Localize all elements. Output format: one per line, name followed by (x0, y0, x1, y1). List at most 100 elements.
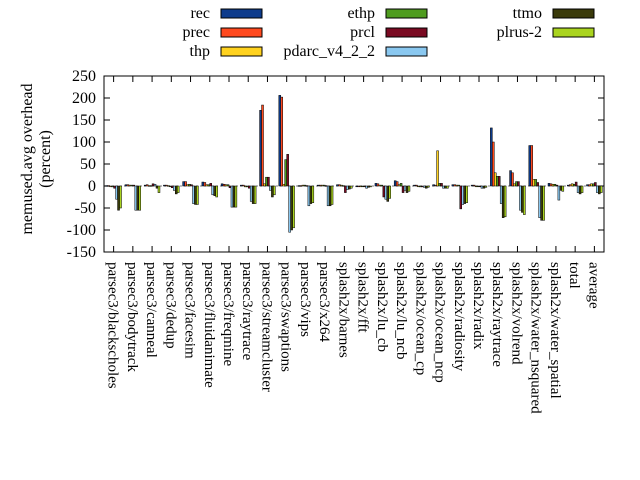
bar-pdarc_v4_2_2 (288, 185, 291, 233)
bar-ttmo (136, 185, 140, 211)
bar-thp (513, 183, 516, 187)
bar-pdarc_v4_2_2 (115, 185, 118, 200)
x-tick-label: splash2x/barnes (335, 262, 351, 358)
y-tick-label: -150 (67, 244, 96, 261)
bar-rec (490, 127, 493, 187)
bar-pdarc_v4_2_2 (519, 185, 522, 211)
bar-series (104, 95, 604, 233)
bar-thp (147, 185, 151, 187)
bar-ttmo (328, 185, 332, 207)
bar-plrus-2 (561, 185, 565, 192)
bar-prec (511, 172, 514, 187)
bar-thp (340, 184, 343, 187)
bar-pdarc_v4_2_2 (403, 185, 407, 191)
bar-prec (165, 184, 168, 187)
bar-ethp (169, 185, 172, 188)
bar-plrus-2 (446, 185, 449, 189)
bar-pdarc_v4_2_2 (211, 185, 214, 196)
bar-pdarc_v4_2_2 (307, 185, 311, 207)
x-axis-ticks: parsec3/blackscholes parsec3/bodytrack par… (105, 76, 601, 414)
bar-pdarc_v4_2_2 (346, 185, 349, 190)
bar-rec (374, 183, 378, 187)
bar-plrus-2 (119, 185, 122, 209)
bar-thp (551, 183, 555, 187)
bar-plrus-2 (157, 185, 161, 193)
bar-ttmo (117, 185, 120, 211)
y-tick-label: 0 (88, 178, 96, 195)
bar-ttmo (425, 185, 428, 189)
bar-ethp (572, 183, 576, 187)
x-tick-label: parsec3/vips (297, 262, 313, 337)
x-tick-label: splash2x/radiosity (451, 262, 467, 372)
bar-prcl (344, 185, 347, 193)
bar-plrus-2 (215, 185, 218, 198)
bar-ethp (496, 176, 499, 187)
bar-ethp (284, 159, 287, 187)
bar-rec (413, 184, 416, 187)
x-tick-label: parsec3/swaptions (278, 262, 294, 372)
bar-plrus-2 (196, 185, 199, 205)
x-tick-label: splash2x/fft (355, 262, 371, 333)
bar-ethp (149, 185, 153, 187)
bar-prcl (171, 185, 174, 189)
bar-thp (397, 184, 401, 187)
x-tick-label: parsec3/dedup (162, 262, 178, 349)
bar-prcl (209, 183, 212, 187)
bar-ethp (207, 184, 211, 187)
bar-rec (143, 184, 147, 187)
bar-prec (434, 184, 437, 187)
bar-ttmo (521, 185, 524, 213)
legend-label: ethp (347, 5, 375, 22)
bar-plrus-2 (600, 185, 603, 193)
bar-prec (280, 96, 283, 187)
bar-prec (184, 181, 187, 187)
bar-ethp (438, 183, 441, 187)
bar-ethp (553, 183, 557, 187)
bar-pdarc_v4_2_2 (365, 185, 368, 189)
bar-thp (378, 184, 382, 187)
bar-prec (242, 184, 245, 187)
bar-rec (586, 184, 589, 187)
bar-thp (417, 185, 420, 188)
x-tick-label: parsec3/raytrace (239, 262, 255, 361)
bar-thp (532, 179, 535, 187)
bar-thp (282, 183, 285, 187)
bar-rec (470, 184, 474, 187)
bar-ethp (592, 183, 595, 187)
x-tick-label: splash2x/water_spatial (547, 262, 563, 399)
bar-ethp (111, 185, 114, 188)
x-tick-label: parsec3/freqmine (220, 262, 236, 366)
bar-pdarc_v4_2_2 (499, 185, 503, 204)
bar-thp (186, 184, 189, 187)
x-tick-label: parsec3/blackscholes (105, 262, 121, 389)
bar-prcl (305, 185, 309, 187)
bar-pdarc_v4_2_2 (249, 185, 253, 202)
legend-label: plrus-2 (497, 24, 542, 41)
bar-pdarc_v4_2_2 (557, 185, 561, 201)
x-tick-label: parsec3/facesim (182, 262, 198, 359)
x-tick-label: splash2x/water_nsquared (528, 262, 544, 414)
x-tick-label: parsec3/x264 (316, 262, 332, 342)
bar-rec (297, 185, 301, 187)
bar-prec (145, 184, 149, 187)
bar-rec (393, 180, 397, 187)
legend: rec prec thp ethp prcl pdarc_v4_2_2 ttmo plrus-… (182, 5, 595, 60)
bar-plrus-2 (465, 185, 468, 203)
bar-plrus-2 (503, 185, 507, 218)
bar-ttmo (309, 185, 313, 204)
bar-prcl (440, 183, 443, 187)
bar-thp (436, 150, 439, 187)
legend-label: rec (190, 5, 210, 22)
bar-thp (474, 185, 478, 188)
bar-prec (415, 184, 418, 187)
y-tick-label: 100 (72, 134, 96, 151)
bar-ethp (226, 184, 230, 187)
x-tick-label: splash2x/lu_ncb (393, 262, 409, 360)
bar-plrus-2 (523, 185, 526, 215)
legend-swatch (385, 8, 428, 19)
bar-prcl (478, 185, 482, 188)
bar-plrus-2 (273, 185, 276, 196)
bar-pdarc_v4_2_2 (269, 185, 272, 191)
bar-plrus-2 (426, 185, 430, 188)
